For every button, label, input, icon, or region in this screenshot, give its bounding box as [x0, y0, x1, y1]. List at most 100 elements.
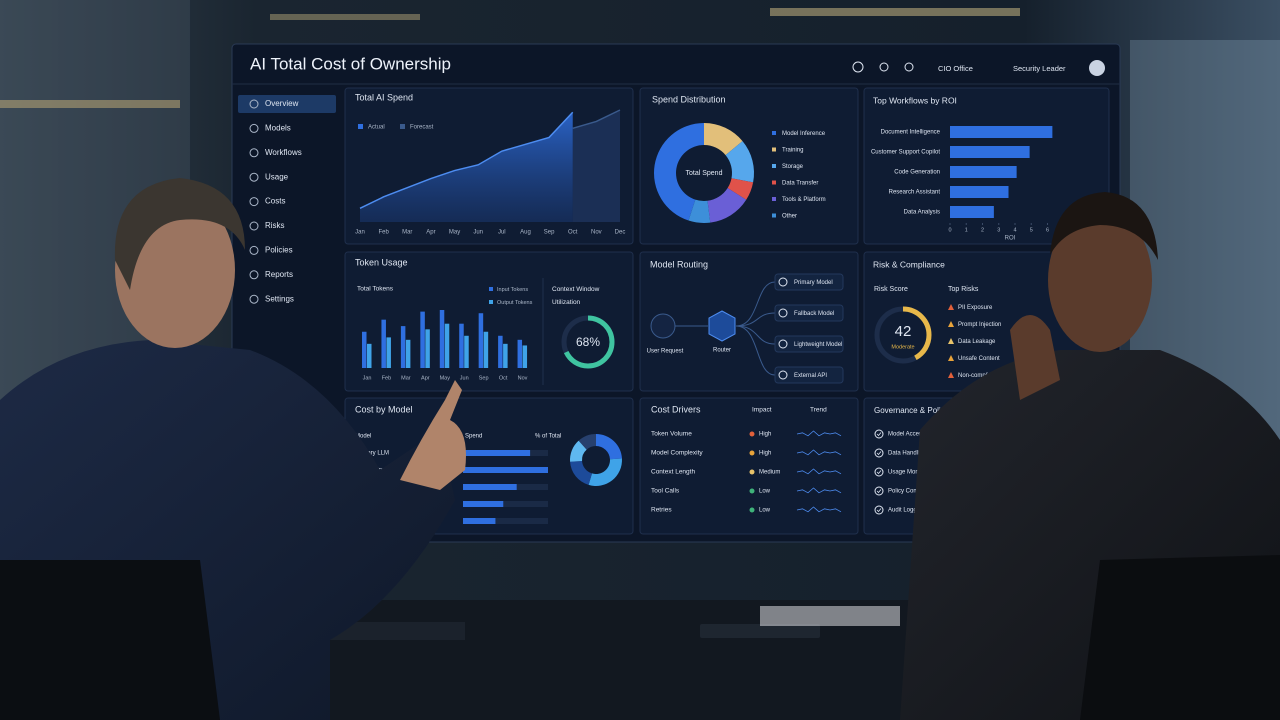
header-icon[interactable]	[879, 62, 889, 72]
nav-item[interactable]: Overview	[265, 99, 299, 108]
legend-swatch	[400, 124, 405, 129]
person-right-head	[1048, 208, 1152, 352]
role-selector: Security Leader	[1013, 64, 1066, 73]
gauge-level: Moderate	[891, 344, 914, 350]
legend-label: Storage	[782, 164, 804, 170]
panel-title: Risk & Compliance	[873, 259, 945, 269]
legend-swatch	[772, 131, 776, 135]
warning-icon	[948, 372, 954, 378]
bar	[463, 518, 496, 524]
bar	[503, 343, 508, 368]
policy-label: Usage Monitoring	[888, 470, 935, 476]
bar	[367, 343, 372, 368]
node-box	[774, 366, 844, 384]
bar	[517, 339, 523, 368]
legend-swatch	[772, 164, 776, 168]
legend-swatch	[489, 287, 493, 291]
donut-segment	[588, 458, 622, 486]
node-label: Primary Model	[794, 280, 833, 286]
bar	[950, 146, 1030, 158]
policy-label: Data Handling	[888, 451, 926, 457]
nav-icon	[249, 245, 259, 255]
bar	[405, 339, 411, 368]
nav-icon	[249, 148, 259, 158]
nav-icon	[249, 221, 259, 231]
nav-icon	[249, 123, 259, 133]
policy-label: Policy Compliance	[888, 489, 938, 495]
legend-label: Data Transfer	[782, 181, 818, 187]
legend-label: Forecast	[410, 125, 434, 131]
nav-item[interactable]: Reports	[265, 270, 293, 279]
nav-item[interactable]: Policies	[265, 246, 293, 255]
x-tick-label: 3	[997, 227, 1000, 233]
donut-segment	[654, 123, 704, 221]
node-label: User Request	[647, 349, 684, 355]
gauge-value	[561, 315, 615, 369]
bar-track	[463, 501, 548, 507]
impact-label: Low	[759, 489, 771, 495]
nav-item[interactable]: Costs	[265, 197, 285, 206]
bar	[950, 126, 1053, 138]
status-dot	[749, 507, 755, 513]
nav-item[interactable]: Usage	[265, 172, 289, 181]
bar	[439, 310, 445, 368]
x-tick-label: 2	[981, 227, 984, 233]
row-label: Token Volume	[651, 431, 692, 438]
donut-segment	[707, 188, 747, 223]
x-tick-label: Jun	[473, 230, 483, 236]
bar	[444, 323, 450, 368]
nav-icon	[249, 172, 259, 182]
check-mark	[876, 432, 882, 437]
phone	[700, 624, 820, 638]
nav-item[interactable]: Settings	[265, 294, 294, 303]
column-header: Trend	[810, 407, 827, 414]
y-tick-label: Data Analysis	[904, 210, 940, 216]
legend-swatch	[489, 300, 493, 304]
header-icon[interactable]	[904, 62, 914, 72]
legend-swatch	[772, 147, 776, 152]
bar	[522, 345, 528, 368]
panel	[344, 251, 634, 392]
donut-segment	[688, 199, 711, 223]
x-tick-label: Mar	[401, 375, 411, 381]
avatar[interactable]	[1089, 60, 1105, 76]
trend-sparkline	[796, 430, 842, 437]
bar	[463, 467, 548, 473]
header-icon[interactable]	[852, 61, 864, 73]
legend-label: Actual	[368, 125, 385, 131]
bar	[950, 186, 1009, 198]
ceiling-light	[770, 8, 1020, 16]
connector	[735, 281, 776, 327]
chair-right	[1080, 555, 1280, 720]
x-tick-label: 5	[1030, 227, 1033, 233]
bar	[463, 501, 504, 507]
x-tick-label: Nov	[518, 375, 528, 381]
donut-segment	[570, 460, 592, 485]
bar	[362, 331, 367, 368]
row-label: Model Complexity	[651, 450, 703, 457]
status-dot	[749, 450, 755, 456]
x-tick-label: Jun	[460, 375, 469, 381]
donut-segment	[704, 123, 743, 156]
panel-title: Cost by Model	[355, 404, 413, 414]
connector	[735, 312, 776, 327]
nav-item[interactable]: Models	[265, 124, 291, 133]
donut-center-label: Total Spend	[686, 170, 723, 177]
bar	[498, 335, 503, 368]
bar-track	[463, 518, 548, 524]
nav-icon	[249, 99, 259, 109]
nav-item[interactable]: Workflows	[265, 148, 302, 157]
router-icon	[708, 310, 736, 342]
x-tick-label: Feb	[378, 230, 389, 236]
node-label: Lightweight Model	[794, 342, 842, 348]
paper	[760, 606, 900, 626]
bar	[459, 323, 464, 368]
trend-sparkline	[796, 487, 842, 494]
nav-item[interactable]: Risks	[265, 221, 285, 230]
impact-label: Medium	[759, 470, 780, 476]
x-tick-label: May	[440, 375, 451, 381]
node-label: Fallback Model	[794, 311, 834, 317]
legend-label: Output Tokens	[497, 300, 533, 306]
donut-segment	[570, 440, 587, 462]
bar	[464, 335, 469, 368]
